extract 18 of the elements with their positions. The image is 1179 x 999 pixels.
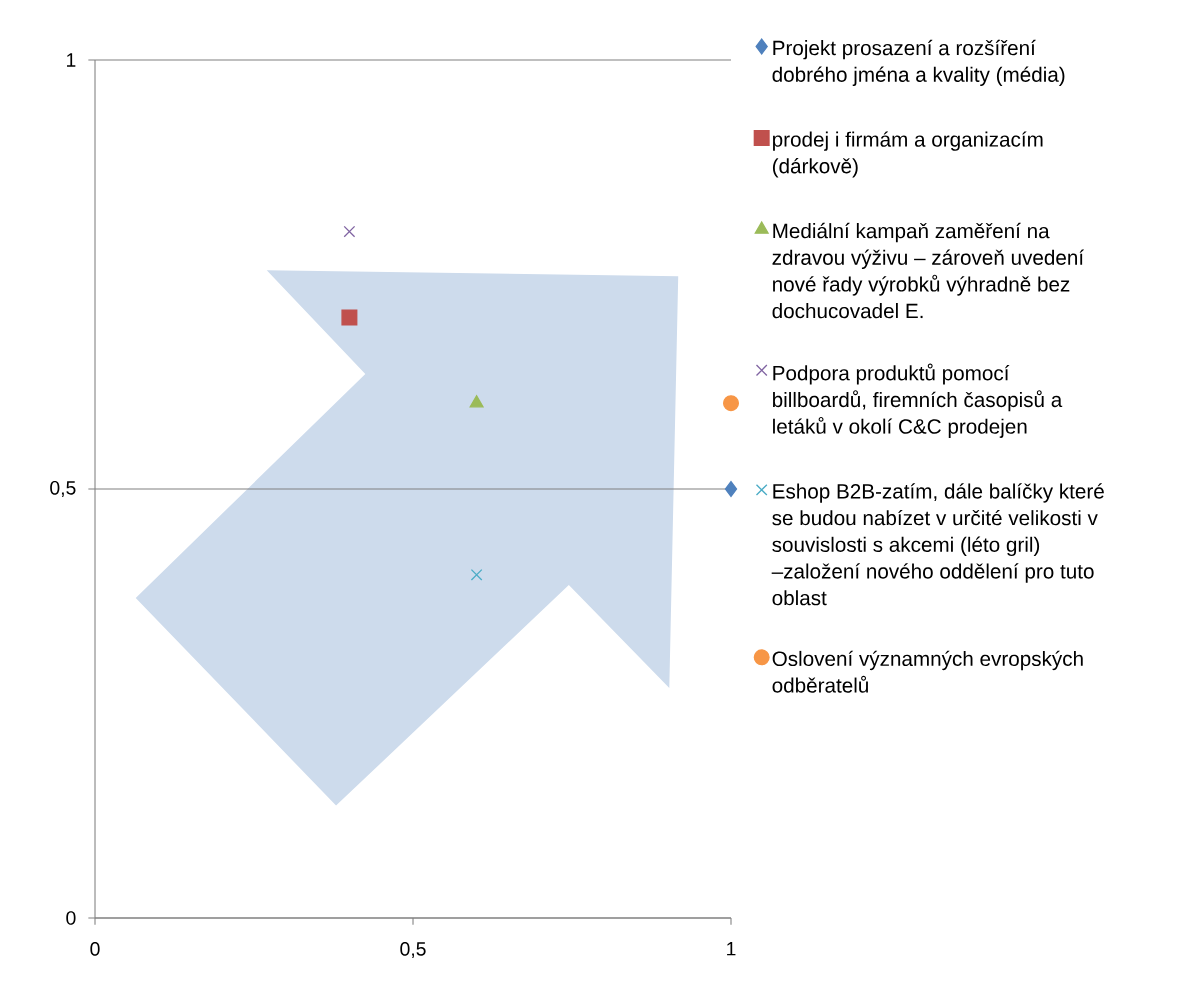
y-tick-label: 0,5 <box>50 480 76 497</box>
x-tick-label: 0 <box>90 942 100 956</box>
legend-label: Mediální kampaň zaměření na zdravou výživu – zároveň uvedení nové řady výrobků výhradně bez dochucovadel E. <box>772 222 1084 319</box>
legend-label: Projekt prosazení a rozšíření dobrého jména a kvality (média) <box>772 39 1065 87</box>
x-tick-label: 1 <box>727 942 736 956</box>
point <box>469 395 484 408</box>
legend-label: Podpora produktů pomocí billboardů, firemních časopisů a letáků v okolí C&C prodejen <box>773 363 1063 438</box>
point <box>343 225 356 238</box>
legend-label: Eshop B2B-zatím, dále balíčky které se budou nabízet v určité velikosti v souvislosti s akcemi (léto gril) –založení nového oddělení pro tuto oblast <box>771 483 1104 606</box>
y-tick-label: 1 <box>67 53 76 67</box>
x-tick-label: 0,5 <box>400 942 426 958</box>
point <box>723 395 740 412</box>
point <box>341 309 358 326</box>
point <box>470 568 483 581</box>
point <box>724 480 738 497</box>
legend-label: prodej i firmám a organizacím (dárkově) <box>772 131 1043 178</box>
y-tick-label: 0 <box>66 911 76 925</box>
legend-label: Oslovení významných evropských odběratelů <box>772 650 1083 693</box>
